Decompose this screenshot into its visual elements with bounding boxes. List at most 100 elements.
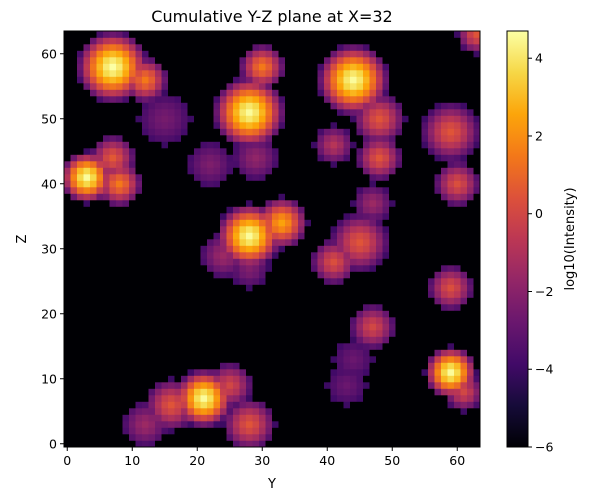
heatmap-cell (103, 414, 110, 422)
heatmap-cell (415, 362, 422, 370)
heatmap-cell (389, 213, 396, 220)
heatmap-cell (96, 102, 104, 110)
heatmap-cell (90, 109, 97, 116)
heatmap-cell (421, 239, 429, 246)
heatmap-cell (434, 278, 442, 285)
heatmap-cell (337, 148, 344, 155)
heatmap-cell (298, 271, 305, 279)
heatmap-cell (155, 440, 162, 448)
heatmap-cell (415, 310, 422, 318)
heatmap-cell (330, 187, 338, 194)
heatmap-cell (467, 323, 474, 331)
heatmap-cell (90, 141, 97, 149)
heatmap-cell (376, 362, 383, 370)
heatmap-cell (363, 369, 370, 376)
heatmap-cell (421, 213, 429, 220)
heatmap-cell (317, 356, 325, 363)
heatmap-cell (382, 96, 390, 103)
heatmap-cell (135, 271, 143, 279)
heatmap-cell (473, 375, 481, 383)
heatmap-cell (434, 122, 442, 129)
heatmap-cell (369, 434, 377, 441)
heatmap-cell (434, 70, 442, 77)
heatmap-cell (428, 330, 435, 337)
heatmap-cell (168, 187, 175, 194)
heatmap-cell (220, 427, 227, 435)
heatmap-cell (259, 226, 266, 233)
heatmap-cell (324, 50, 331, 58)
heatmap-cell (239, 252, 247, 259)
heatmap-cell (181, 408, 188, 415)
heatmap-cell (473, 167, 481, 175)
heatmap-cell (220, 369, 227, 376)
heatmap-cell (382, 427, 390, 435)
heatmap-cell (77, 83, 84, 90)
heatmap-cell (77, 310, 84, 318)
heatmap-cell (213, 375, 221, 383)
heatmap-cell (330, 382, 338, 389)
heatmap-cell (174, 239, 182, 246)
heatmap-cell (337, 291, 344, 298)
heatmap-cell (395, 31, 403, 38)
heatmap-cell (434, 369, 442, 376)
heatmap-cell (421, 401, 429, 409)
heatmap-cell (64, 343, 71, 350)
heatmap-cell (447, 128, 455, 136)
heatmap-cell (311, 115, 318, 123)
heatmap-cell (174, 271, 182, 279)
heatmap-cell (343, 167, 351, 175)
heatmap-cell (311, 213, 318, 220)
heatmap-cell (174, 440, 182, 448)
heatmap-cell (220, 180, 227, 188)
heatmap-cell (116, 421, 123, 428)
heatmap-cell (233, 414, 240, 422)
heatmap-cell (265, 265, 273, 272)
heatmap-cell (187, 252, 195, 259)
heatmap-cell (421, 362, 429, 370)
heatmap-cell (259, 284, 266, 292)
heatmap-cell (109, 284, 117, 292)
heatmap-cell (239, 167, 247, 175)
heatmap-cell (324, 336, 331, 344)
heatmap-cell (129, 421, 136, 428)
heatmap-cell (181, 161, 188, 168)
heatmap-cell (473, 291, 481, 298)
heatmap-cell (83, 57, 91, 64)
heatmap-cell (285, 421, 292, 428)
heatmap-cell (291, 187, 299, 194)
heatmap-cell (233, 440, 240, 448)
heatmap-cell (395, 440, 403, 448)
heatmap-cell (135, 252, 143, 259)
heatmap-cell (239, 239, 247, 246)
heatmap-cell (363, 440, 370, 448)
heatmap-cell (454, 76, 461, 84)
heatmap-cell (350, 232, 357, 240)
heatmap-cell (415, 219, 422, 227)
heatmap-cell (129, 362, 136, 370)
heatmap-cell (96, 96, 104, 103)
heatmap-cell (116, 245, 123, 253)
heatmap-cell (103, 109, 110, 116)
heatmap-cell (259, 427, 266, 435)
heatmap-cell (395, 304, 403, 311)
heatmap-cell (161, 135, 169, 142)
heatmap-cell (155, 382, 162, 389)
heatmap-cell (265, 206, 273, 214)
heatmap-cell (298, 76, 305, 84)
heatmap-cell (330, 206, 338, 214)
heatmap-cell (382, 252, 390, 259)
heatmap-cell (389, 427, 396, 435)
heatmap-cell (109, 115, 117, 123)
heatmap-cell (174, 258, 182, 266)
heatmap-cell (272, 219, 279, 227)
heatmap-cell (96, 193, 104, 201)
heatmap-cell (187, 213, 195, 220)
heatmap-cell (265, 271, 273, 279)
heatmap-cell (213, 278, 221, 285)
heatmap-cell (187, 349, 195, 357)
heatmap-cell (376, 148, 383, 155)
heatmap-cell (389, 44, 396, 51)
heatmap-cell (83, 349, 91, 357)
heatmap-cell (428, 252, 435, 259)
heatmap-cell (473, 323, 481, 331)
